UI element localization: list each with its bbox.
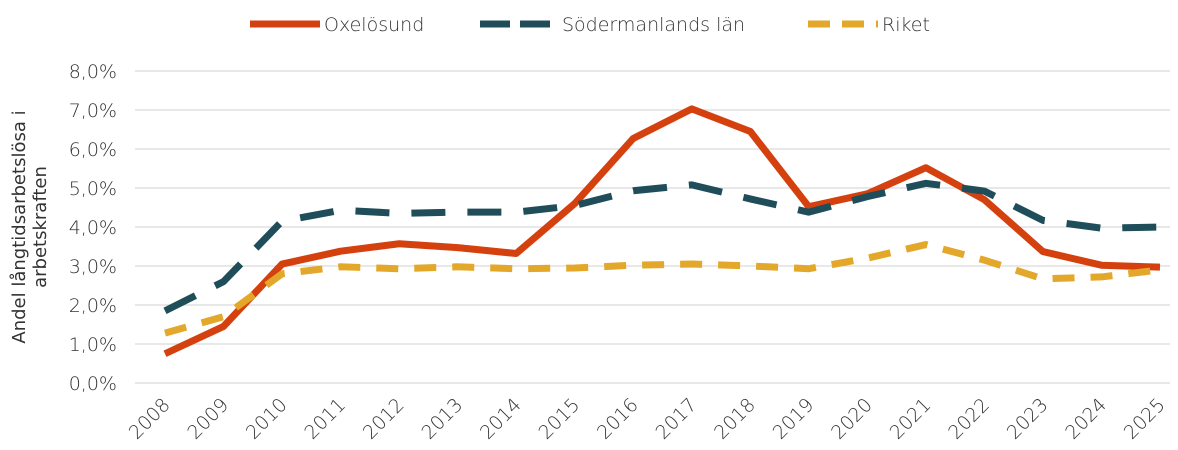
y-tick-label: 2,0% [69,295,117,317]
y-tick-label: 4,0% [69,217,117,239]
x-tick-label: 2009 [183,394,233,444]
y-tick-label: 7,0% [69,100,117,122]
x-tick-label: 2022 [944,394,994,444]
x-tick-label: 2017 [652,394,702,444]
y-tick-label: 0,0% [69,373,117,395]
x-tick-label: 2015 [534,394,584,444]
x-tick-label: 2010 [242,394,292,444]
x-tick-label: 2011 [300,394,350,444]
x-tick-label: 2023 [1003,394,1053,444]
x-tick-label: 2012 [359,394,409,444]
legend-label: Oxelösund [324,14,424,36]
legend-label: Södermanlands län [562,14,745,36]
y-tick-label: 5,0% [69,178,117,200]
series-line [163,105,1161,357]
x-tick-label: 2008 [125,394,175,444]
x-tick-label: 2014 [476,394,526,444]
series-line [163,179,1161,314]
x-tick-label: 2021 [886,394,936,444]
series-line [164,241,1161,337]
x-tick-label: 2020 [827,394,877,444]
x-tick-label: 2019 [769,394,819,444]
y-tick-label: 3,0% [69,256,117,278]
y-tick-label: 6,0% [69,139,117,161]
y-tick-label: 8,0% [69,61,117,83]
x-tick-label: 2025 [1120,394,1170,444]
x-tick-label: 2016 [593,394,643,444]
x-tick-label: 2013 [417,394,467,444]
x-tick-label: 2024 [1061,394,1111,444]
y-axis-label: Andel långtidsarbetslösa i arbetskraften [9,110,51,344]
x-tick-label: 2018 [710,394,760,444]
y-tick-label: 1,0% [69,334,117,356]
legend-label: Riket [882,14,930,36]
